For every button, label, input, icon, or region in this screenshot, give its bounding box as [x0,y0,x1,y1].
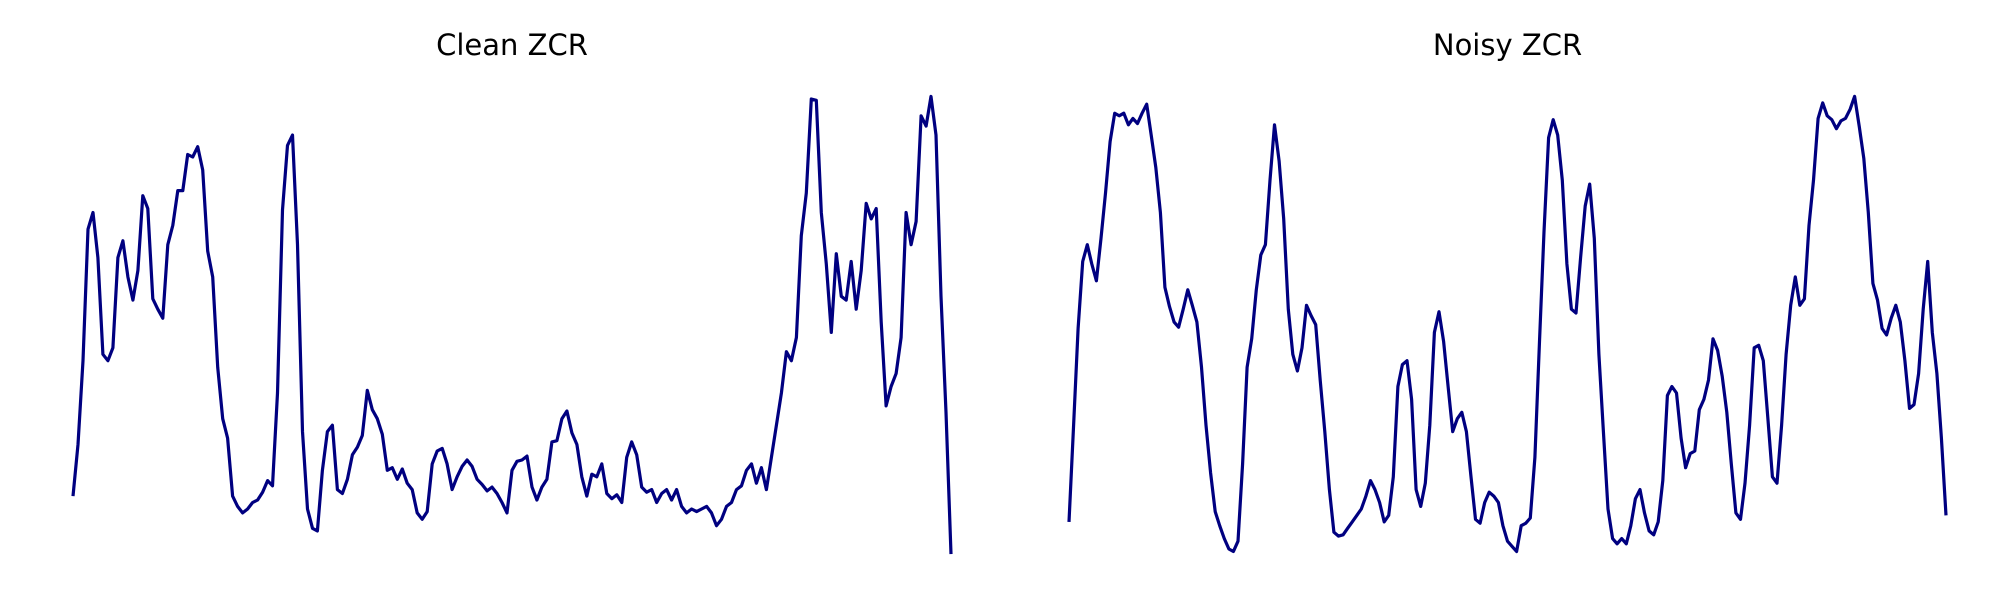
chart-title: Clean ZCR [436,28,588,62]
zcr-line [1067,94,1948,554]
zcr-line [71,94,953,555]
chart-title: Noisy ZCR [1433,28,1582,62]
